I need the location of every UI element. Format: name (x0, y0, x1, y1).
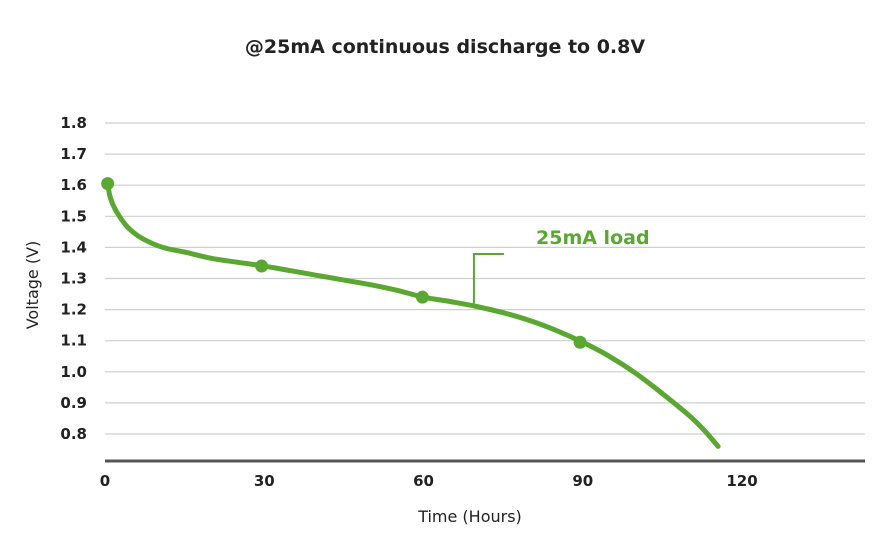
x-tick-labels: 0 30 60 90 120 (100, 472, 758, 490)
y-tick-label: 1.5 (60, 207, 87, 225)
data-point-marker (573, 335, 587, 349)
y-tick-label: 1.3 (60, 270, 87, 288)
series-line-25ma (105, 181, 721, 449)
x-tick-label: 30 (254, 472, 275, 490)
y-axis-label: Voltage (V) (23, 241, 42, 330)
data-point-marker (101, 177, 115, 191)
y-tick-label: 1.7 (60, 145, 87, 163)
x-tick-label: 120 (726, 472, 757, 490)
y-tick-label: 1.1 (60, 332, 87, 350)
x-axis-label: Time (Hours) (417, 507, 522, 526)
x-tick-label: 90 (572, 472, 593, 490)
y-tick-labels: 1.8 1.7 1.6 1.5 1.4 1.3 1.2 1.1 1.0 0.9 0.8 (60, 114, 87, 443)
chart-title: @25mA continuous discharge to 0.8V (245, 36, 645, 58)
series-markers (101, 177, 587, 349)
x-tick-label: 0 (100, 472, 110, 490)
series-label: 25mA load (536, 227, 650, 249)
y-tick-label: 1.2 (60, 301, 87, 319)
data-point-marker (255, 259, 269, 273)
y-tick-label: 1.8 (60, 114, 87, 132)
series-callout-line (472, 253, 504, 305)
y-tick-label: 1.6 (60, 176, 87, 194)
y-tick-label: 0.8 (60, 425, 87, 443)
grid-lines (105, 122, 865, 435)
y-tick-label: 1.4 (60, 238, 87, 256)
y-tick-label: 1.0 (60, 363, 87, 381)
y-tick-label: 0.9 (60, 394, 87, 412)
data-point-marker (415, 290, 429, 304)
x-tick-label: 60 (413, 472, 434, 490)
